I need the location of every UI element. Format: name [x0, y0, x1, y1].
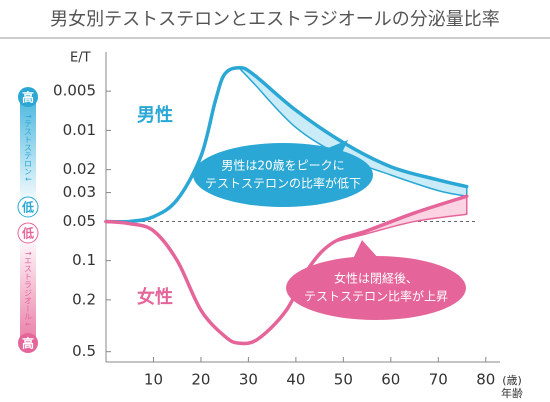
x-unit: (歳) — [502, 374, 522, 387]
x-label: 年齢 — [501, 386, 523, 400]
callout — [193, 143, 373, 207]
sidebar-label: 低 — [21, 226, 34, 241]
line — [104, 65, 469, 224]
sidebar-label: 高 — [22, 90, 34, 105]
y-tick-label: 0.01 — [63, 121, 96, 139]
callout-text: 女性は閉経後、 — [334, 271, 418, 286]
line — [104, 194, 469, 346]
y-tick-label: 0.05 — [63, 212, 96, 230]
badge — [17, 222, 39, 244]
x-tick-label: 20 — [191, 371, 210, 389]
x-tick-label: 70 — [429, 371, 448, 389]
sidebar-label: 高 — [22, 336, 34, 351]
x-tick-label: 80 — [476, 371, 495, 389]
y-tick-label: 0.2 — [72, 290, 96, 308]
chart-title: 男女別テストステロンとエストラジオールの分泌量比率 — [50, 9, 500, 30]
x-tick-label: 50 — [334, 371, 353, 389]
series-label: 女性 — [137, 286, 173, 308]
callout-text: 男性は20歳をピークに — [221, 159, 344, 173]
y-tick-label: 0.02 — [63, 160, 96, 178]
badge — [18, 87, 38, 107]
series-label: 男性 — [137, 104, 173, 126]
x-tick-label: 40 — [286, 371, 305, 389]
y-tick-label: 0.03 — [63, 183, 96, 201]
x-tick-label: 60 — [381, 371, 400, 389]
sidebar-label: 低 — [21, 200, 34, 215]
sidebar-bar — [20, 90, 36, 352]
y-tick-label: 0.1 — [72, 251, 96, 269]
y-tick-label: 0.005 — [53, 82, 96, 100]
callout-text: テストステロンの比率が低下 — [205, 176, 361, 191]
sidebar-arrow: ↑エストラジオール↓ — [24, 250, 33, 327]
sidebar-arrow: ↑テストステロン↓ — [24, 113, 33, 182]
y-tick-label: 0.5 — [72, 342, 96, 360]
callout-text: テストステロン比率が上昇 — [304, 289, 448, 304]
x-tick-label: 30 — [239, 371, 258, 389]
y-label: E/T — [70, 51, 91, 66]
badge — [18, 333, 38, 353]
x-tick-label: 10 — [144, 371, 163, 389]
callout — [286, 256, 466, 320]
badge — [17, 196, 39, 218]
